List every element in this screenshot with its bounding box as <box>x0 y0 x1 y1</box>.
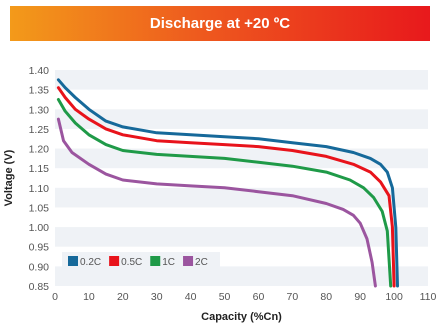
y-tick-label: 1.35 <box>29 85 50 97</box>
chart-title-banner: Discharge at +20 ºC <box>10 6 430 41</box>
chart-title: Discharge at +20 ºC <box>149 15 291 32</box>
y-tick-label: 1.00 <box>29 222 50 234</box>
x-axis-label: Capacity (%Cn) <box>201 311 282 323</box>
legend-swatch <box>150 256 161 266</box>
legend-label: 0.2C <box>80 257 101 268</box>
legend-swatch <box>109 256 120 266</box>
series-lines <box>56 78 399 288</box>
x-tick-label: 60 <box>253 291 265 303</box>
x-tick-label: 10 <box>83 291 95 303</box>
y-axis-label: Voltage (V) <box>3 149 15 206</box>
grid-band <box>55 70 428 90</box>
y-tick-label: 1.25 <box>29 124 50 136</box>
y-tick-label: 1.05 <box>29 202 50 214</box>
x-tick-label: 70 <box>287 291 299 303</box>
x-tick-label: 110 <box>420 291 437 303</box>
grid-band <box>55 109 428 129</box>
y-tick-label: 1.10 <box>29 183 50 195</box>
legend-label: 2C <box>195 257 208 268</box>
x-tick-label: 80 <box>320 291 332 303</box>
series-line-05c <box>56 86 396 288</box>
y-tick-label: 0.95 <box>29 242 50 254</box>
x-tick-label: 40 <box>185 291 197 303</box>
grid-band <box>55 187 428 208</box>
series-line-2c <box>56 117 377 288</box>
y-tick-label: 0.85 <box>29 281 50 293</box>
x-tick-label: 50 <box>219 291 231 303</box>
y-tick-labels: 0.85 0.90 0.95 1.00 1.05 1.10 1.15 1.20 1.25 1.30… <box>29 65 50 293</box>
x-tick-label: 90 <box>354 291 366 303</box>
y-tick-label: 1.15 <box>29 163 50 175</box>
grid-band <box>55 227 428 247</box>
x-tick-label: 0 <box>52 291 58 303</box>
y-tick-label: 0.90 <box>29 261 50 273</box>
x-tick-labels: 0 10 20 30 40 50 60 70 80 90 100 110 <box>52 291 436 303</box>
y-tick-label: 1.20 <box>29 144 50 156</box>
legend-swatch <box>183 256 194 266</box>
legend-background <box>62 252 220 272</box>
series-line-02c <box>56 78 399 288</box>
x-tick-label: 100 <box>385 291 403 303</box>
x-tick-label: 30 <box>151 291 163 303</box>
legend-swatch <box>68 256 78 266</box>
series-line-1c <box>56 98 393 288</box>
legend-label: 1C <box>162 257 175 268</box>
x-tick-label: 20 <box>117 291 129 303</box>
y-tick-label: 1.30 <box>29 104 50 116</box>
y-tick-label: 1.40 <box>29 65 50 77</box>
legend-label: 0.5C <box>121 257 142 268</box>
legend: 0.2C 0.5C 1C 2C <box>62 252 220 272</box>
